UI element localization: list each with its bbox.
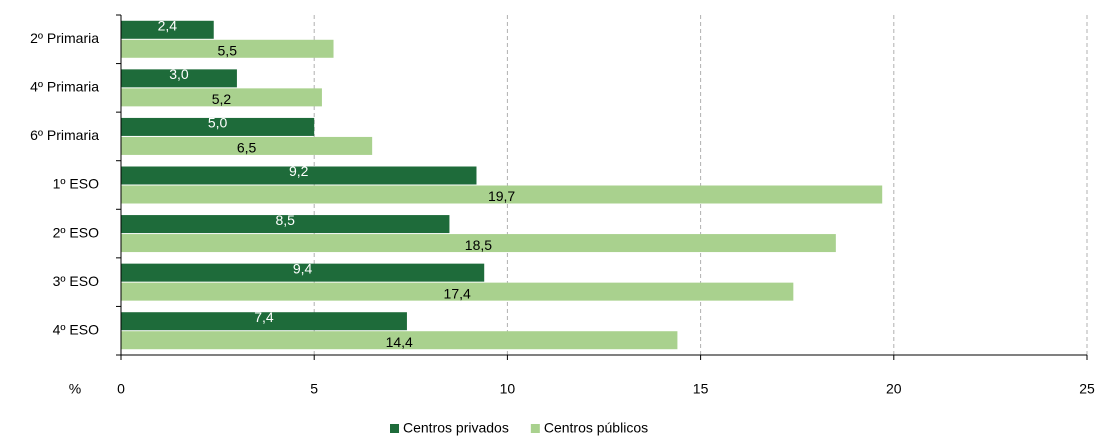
- value-label: 5,0: [208, 115, 228, 131]
- y-tick-label: 1º ESO: [53, 176, 99, 192]
- x-axis-label: %: [69, 381, 81, 397]
- bar: [121, 20, 214, 39]
- y-tick-label: 6º Primaria: [30, 127, 99, 143]
- value-label: 3,0: [169, 66, 189, 82]
- bar: [121, 234, 836, 253]
- bar: [121, 312, 407, 331]
- x-tick-label: 10: [500, 381, 516, 397]
- value-label: 8,5: [275, 212, 295, 228]
- bar: [121, 166, 477, 185]
- value-label: 9,2: [289, 163, 309, 179]
- y-tick-label: 4º Primaria: [30, 79, 99, 95]
- legend-swatch: [530, 424, 540, 433]
- x-tick-label: 25: [1079, 381, 1095, 397]
- bar: [121, 331, 678, 350]
- bar: [121, 185, 883, 204]
- value-label: 2,4: [158, 17, 178, 33]
- value-label: 19,7: [488, 188, 515, 204]
- value-label: 17,4: [444, 285, 471, 301]
- bar: [121, 39, 334, 58]
- y-tick-label: 3º ESO: [53, 273, 99, 289]
- x-tick-label: 15: [693, 381, 709, 397]
- value-label: 5,5: [218, 42, 238, 58]
- bar: [121, 117, 315, 136]
- value-label: 7,4: [254, 309, 274, 325]
- y-tick-label: 2º ESO: [53, 224, 99, 240]
- x-tick-label: 5: [310, 381, 318, 397]
- x-tick-label: 20: [886, 381, 902, 397]
- x-tick-label: 0: [117, 381, 125, 397]
- value-label: 9,4: [293, 260, 313, 276]
- y-tick-label: 4º ESO: [53, 321, 99, 337]
- value-label: 5,2: [212, 91, 232, 107]
- bar: [121, 215, 450, 234]
- y-tick-label: 2º Primaria: [30, 30, 99, 46]
- value-label: 14,4: [386, 334, 413, 350]
- value-label: 6,5: [237, 140, 257, 156]
- legend-label: Centros privados: [403, 420, 509, 436]
- value-label: 18,5: [465, 237, 492, 253]
- bar: [121, 136, 373, 155]
- bar: [121, 263, 485, 282]
- legend-swatch: [390, 424, 399, 433]
- bar: [121, 282, 794, 301]
- bar: [121, 69, 237, 88]
- legend-label: Centros públicos: [544, 420, 648, 436]
- bar: [121, 88, 322, 107]
